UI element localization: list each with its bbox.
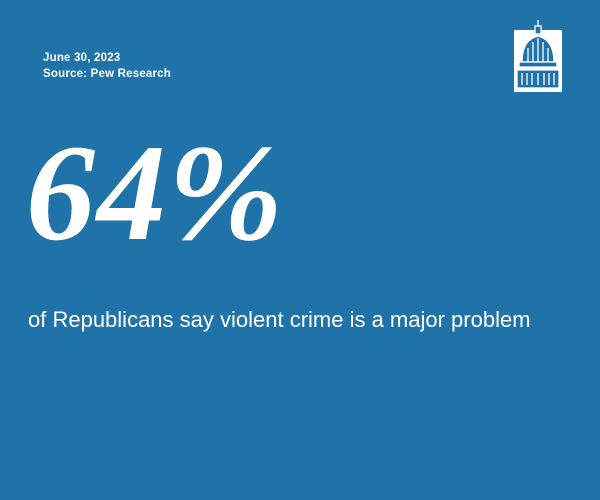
source: Source: Pew Research [43,68,172,80]
meta: June 30, 2023 Source: Pew Research [43,50,171,82]
stat-figure: 64% [26,116,285,269]
logo [514,20,562,92]
stat-description: of Republicans say violent crime is a ma… [28,307,531,332]
date: June 30, 2023 [43,52,121,64]
